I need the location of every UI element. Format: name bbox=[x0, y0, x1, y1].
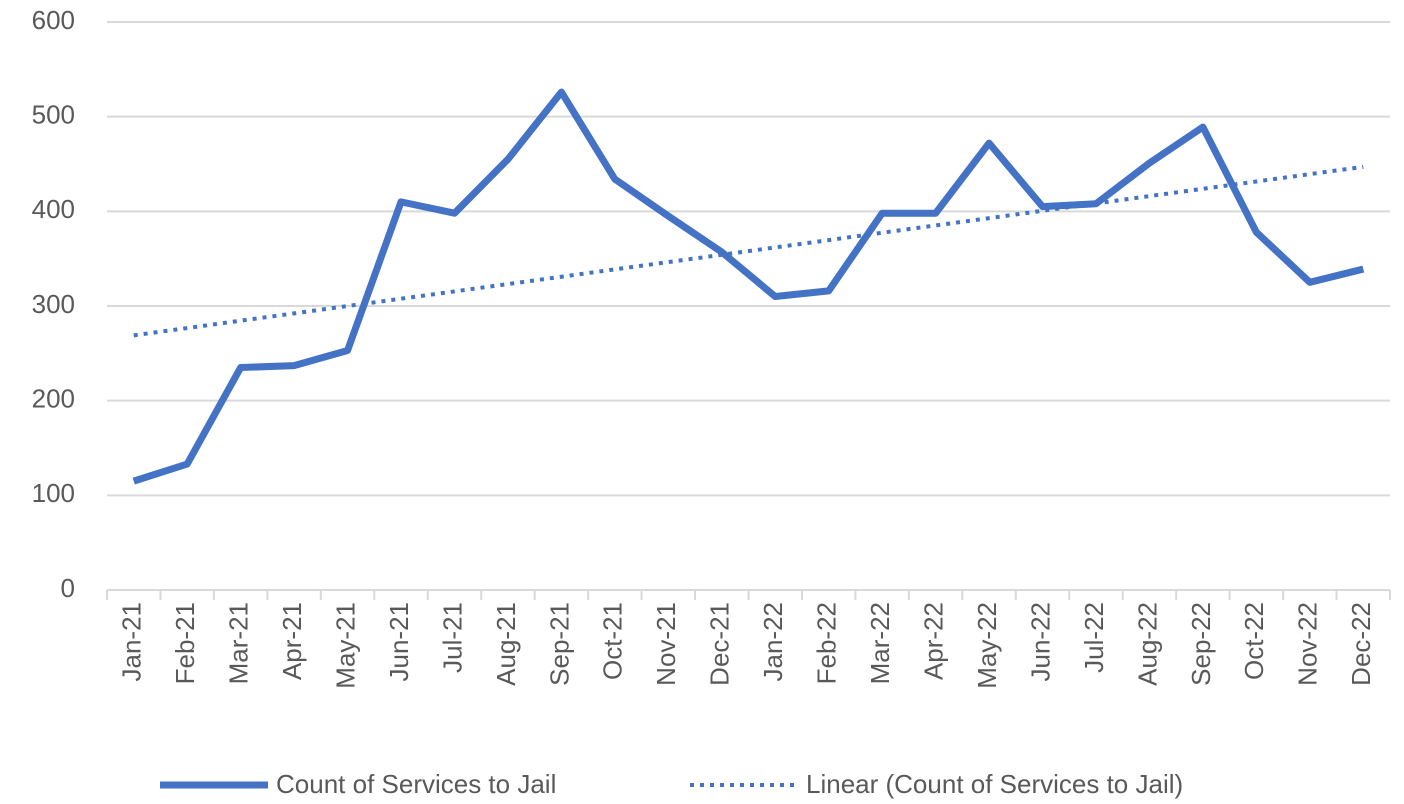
x-tick-label: Nov-22 bbox=[1293, 602, 1323, 686]
x-tick-label: Jan-22 bbox=[758, 602, 788, 682]
x-tick-label: May-22 bbox=[972, 602, 1002, 689]
y-tick-label: 600 bbox=[32, 5, 75, 35]
x-tick-label: Aug-21 bbox=[491, 602, 521, 686]
legend-label: Count of Services to Jail bbox=[276, 769, 556, 799]
x-tick-label: Feb-21 bbox=[170, 602, 200, 684]
legend-label: Linear (Count of Services to Jail) bbox=[806, 769, 1183, 799]
x-tick-label: Jun-22 bbox=[1025, 602, 1055, 682]
x-tick-label: May-21 bbox=[330, 602, 360, 689]
y-tick-label: 400 bbox=[32, 194, 75, 224]
y-tick-label: 100 bbox=[32, 478, 75, 508]
x-tick-label: Jul-22 bbox=[1079, 602, 1109, 673]
x-tick-label: Sep-22 bbox=[1186, 602, 1216, 686]
x-tick-label: Dec-21 bbox=[705, 602, 735, 686]
x-tick-label: Feb-22 bbox=[812, 602, 842, 684]
x-tick-label: Oct-22 bbox=[1239, 602, 1269, 680]
series-line bbox=[132, 88, 1365, 485]
trend-line bbox=[133, 164, 1364, 338]
y-tick-label: 300 bbox=[32, 289, 75, 319]
x-tick-label: Oct-21 bbox=[598, 602, 628, 680]
y-tick-label: 0 bbox=[61, 573, 75, 603]
x-tick-label: Jun-21 bbox=[384, 602, 414, 682]
x-tick-label: Apr-22 bbox=[918, 602, 948, 680]
y-tick-label: 500 bbox=[32, 100, 75, 130]
x-tick-label: Jul-21 bbox=[437, 602, 467, 673]
x-tick-label: Sep-21 bbox=[544, 602, 574, 686]
y-tick-label: 200 bbox=[32, 384, 75, 414]
x-tick-label: Aug-22 bbox=[1132, 602, 1162, 686]
x-tick-label: Apr-21 bbox=[277, 602, 307, 680]
x-tick-label: Jan-21 bbox=[117, 602, 147, 682]
x-tick-label: Mar-22 bbox=[865, 602, 895, 684]
x-tick-label: Dec-22 bbox=[1346, 602, 1376, 686]
x-tick-label: Mar-21 bbox=[224, 602, 254, 684]
x-tick-label: Nov-21 bbox=[651, 602, 681, 686]
